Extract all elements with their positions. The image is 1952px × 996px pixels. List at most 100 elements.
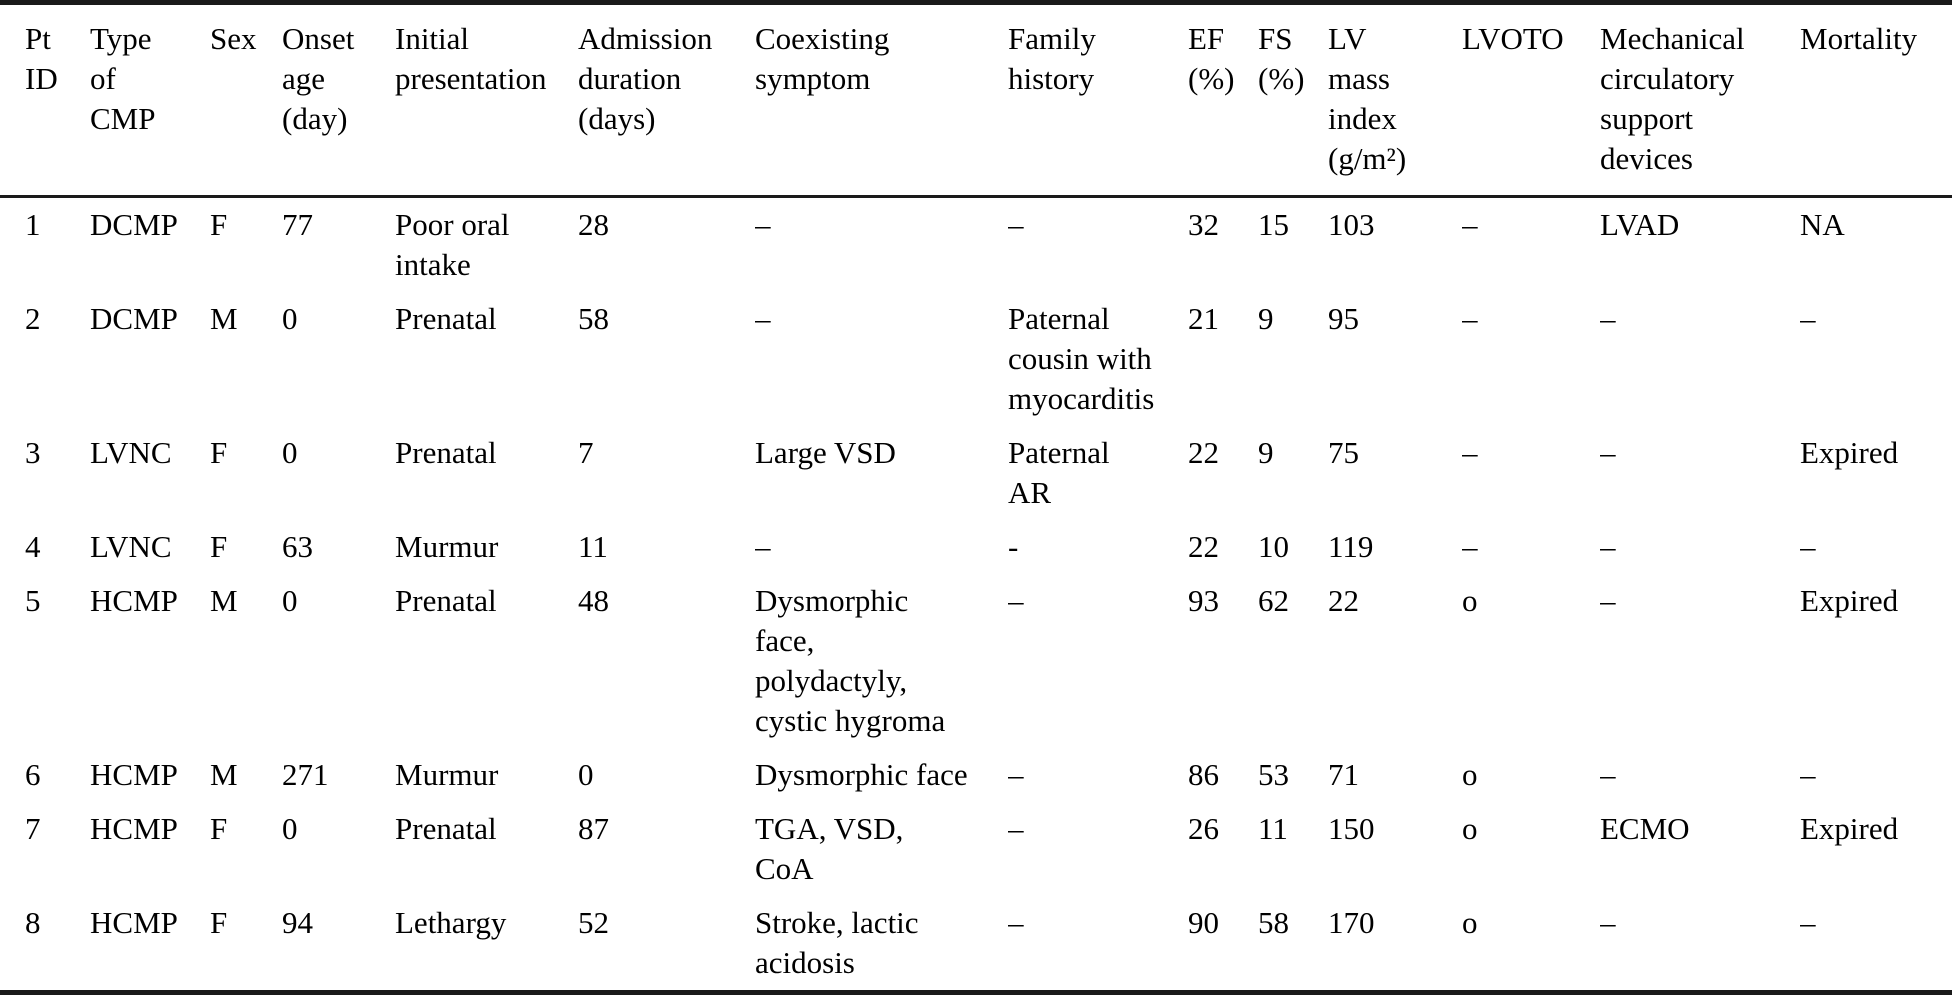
table-cell: – bbox=[1462, 207, 1478, 242]
table-cell: Expired bbox=[1800, 583, 1899, 618]
table-cell: 2 bbox=[25, 301, 41, 336]
table-row: 1 DCMP F 77 Poor oral intake 28 – – 32 15 103 – LVAD… bbox=[0, 197, 1952, 293]
table-cell: Murmur bbox=[395, 757, 499, 792]
table-cell: o bbox=[1462, 905, 1478, 940]
table-cell: M bbox=[210, 301, 238, 336]
table-cell: 62 bbox=[1258, 583, 1289, 618]
table-cell: F bbox=[210, 435, 228, 470]
table-cell: Prenatal bbox=[395, 583, 497, 618]
table-cell: Stroke, lactic acidosis bbox=[755, 905, 919, 980]
table-cell: – bbox=[1600, 529, 1616, 564]
table-row: 2 DCMP M 0 Prenatal 58 – Paternal cousin with m… bbox=[0, 292, 1952, 426]
table-cell: HCMP bbox=[90, 757, 178, 792]
table-cell: 10 bbox=[1258, 529, 1289, 564]
table-cell: 5 bbox=[25, 583, 41, 618]
table-cell: F bbox=[210, 529, 228, 564]
table-cell: – bbox=[1600, 301, 1616, 336]
col-header-lvoto: LVOTO bbox=[1462, 2, 1600, 198]
header-row: Pt ID Type of CMP Sex Onset age (day) In… bbox=[0, 2, 1952, 198]
table-cell: – bbox=[1600, 757, 1616, 792]
col-header-coexisting-symptom: Coexisting symptom bbox=[755, 2, 1008, 198]
table-cell: 170 bbox=[1328, 905, 1375, 940]
table-cell: 11 bbox=[578, 529, 608, 564]
table-cell: LVNC bbox=[90, 529, 172, 564]
table-cell: 95 bbox=[1328, 301, 1359, 336]
table-cell: DCMP bbox=[90, 301, 178, 336]
table-cell: 58 bbox=[1258, 905, 1289, 940]
table-cell: 75 bbox=[1328, 435, 1359, 470]
table-cell: - bbox=[1008, 529, 1019, 564]
table-cell: Murmur bbox=[395, 529, 499, 564]
table-cell: – bbox=[1462, 301, 1478, 336]
table-cell: – bbox=[1008, 811, 1024, 846]
table-cell: 150 bbox=[1328, 811, 1375, 846]
table-row: 4 LVNC F 63 Murmur 11 – - 22 10 119 – – – bbox=[0, 520, 1952, 574]
table-cell: 63 bbox=[282, 529, 313, 564]
table-cell: 71 bbox=[1328, 757, 1359, 792]
table-cell: 52 bbox=[578, 905, 609, 940]
table-cell: Prenatal bbox=[395, 811, 497, 846]
table-cell: 11 bbox=[1258, 811, 1288, 846]
table-cell: – bbox=[1800, 757, 1816, 792]
table-cell: HCMP bbox=[90, 811, 178, 846]
col-header-mortality: Mortality bbox=[1800, 2, 1952, 198]
table-cell: 26 bbox=[1188, 811, 1219, 846]
table-cell: – bbox=[1800, 301, 1816, 336]
table-cell: 0 bbox=[282, 435, 298, 470]
table-cell: Dysmorphic face, polydactyly, cystic hyg… bbox=[755, 583, 946, 738]
table-cell: – bbox=[1800, 529, 1816, 564]
table-cell: LVNC bbox=[90, 435, 172, 470]
table-cell: 22 bbox=[1188, 435, 1219, 470]
table-cell: – bbox=[1800, 905, 1816, 940]
table-cell: 7 bbox=[25, 811, 41, 846]
table-cell: Poor oral intake bbox=[395, 207, 510, 282]
table-cell: o bbox=[1462, 583, 1478, 618]
table-cell: – bbox=[1008, 207, 1024, 242]
table-cell: 94 bbox=[282, 905, 313, 940]
table-cell: M bbox=[210, 583, 238, 618]
table-cell: – bbox=[1600, 435, 1616, 470]
table-cell: LVAD bbox=[1600, 207, 1680, 242]
table-body: 1 DCMP F 77 Poor oral intake 28– –32 15 103– LVAD… bbox=[0, 197, 1952, 993]
table-cell: HCMP bbox=[90, 583, 178, 618]
table-cell: Prenatal bbox=[395, 435, 497, 470]
table-cell: 8 bbox=[25, 905, 41, 940]
table-row: 3 LVNC F 0 Prenatal 7 Large VSD Paternal AR 22 9 7… bbox=[0, 426, 1952, 520]
col-header-admission-duration: Admission duration (days) bbox=[578, 2, 755, 198]
table-cell: – bbox=[1008, 757, 1024, 792]
table-cell: ECMO bbox=[1600, 811, 1690, 846]
table-cell: – bbox=[1008, 905, 1024, 940]
table-cell: – bbox=[755, 207, 771, 242]
table-cell: Expired bbox=[1800, 435, 1899, 470]
col-header-initial-presentation: Initial presentation bbox=[395, 2, 578, 198]
table-cell: 22 bbox=[1188, 529, 1219, 564]
col-header-onset-age: Onset age (day) bbox=[282, 2, 395, 198]
table-cell: Large VSD bbox=[755, 435, 896, 470]
table-cell: F bbox=[210, 207, 228, 242]
table-cell: 93 bbox=[1188, 583, 1219, 618]
table-cell: 4 bbox=[25, 529, 41, 564]
table-cell: 9 bbox=[1258, 301, 1274, 336]
table-cell: 9 bbox=[1258, 435, 1274, 470]
table-cell: TGA, VSD, CoA bbox=[755, 811, 904, 886]
table-cell: 0 bbox=[578, 757, 594, 792]
table-cell: – bbox=[755, 529, 771, 564]
table-cell: 28 bbox=[578, 207, 609, 242]
table-cell: – bbox=[1462, 529, 1478, 564]
table-cell: 53 bbox=[1258, 757, 1289, 792]
table-cell: 32 bbox=[1188, 207, 1219, 242]
table-cell: M bbox=[210, 757, 238, 792]
table-cell: 48 bbox=[578, 583, 609, 618]
col-header-fs: FS (%) bbox=[1258, 2, 1328, 198]
table-cell: Paternal cousin with myocarditis bbox=[1008, 301, 1155, 416]
table-cell: Paternal AR bbox=[1008, 435, 1110, 510]
table-cell: – bbox=[1600, 583, 1616, 618]
table-cell: 271 bbox=[282, 757, 329, 792]
table-cell: 3 bbox=[25, 435, 41, 470]
table-cell: – bbox=[755, 301, 771, 336]
table-cell: 22 bbox=[1328, 583, 1359, 618]
table-cell: 86 bbox=[1188, 757, 1219, 792]
table-cell: Expired bbox=[1800, 811, 1899, 846]
table-row: 8 HCMP F 94 Lethargy 52 Stroke, lactic acidosi… bbox=[0, 896, 1952, 993]
